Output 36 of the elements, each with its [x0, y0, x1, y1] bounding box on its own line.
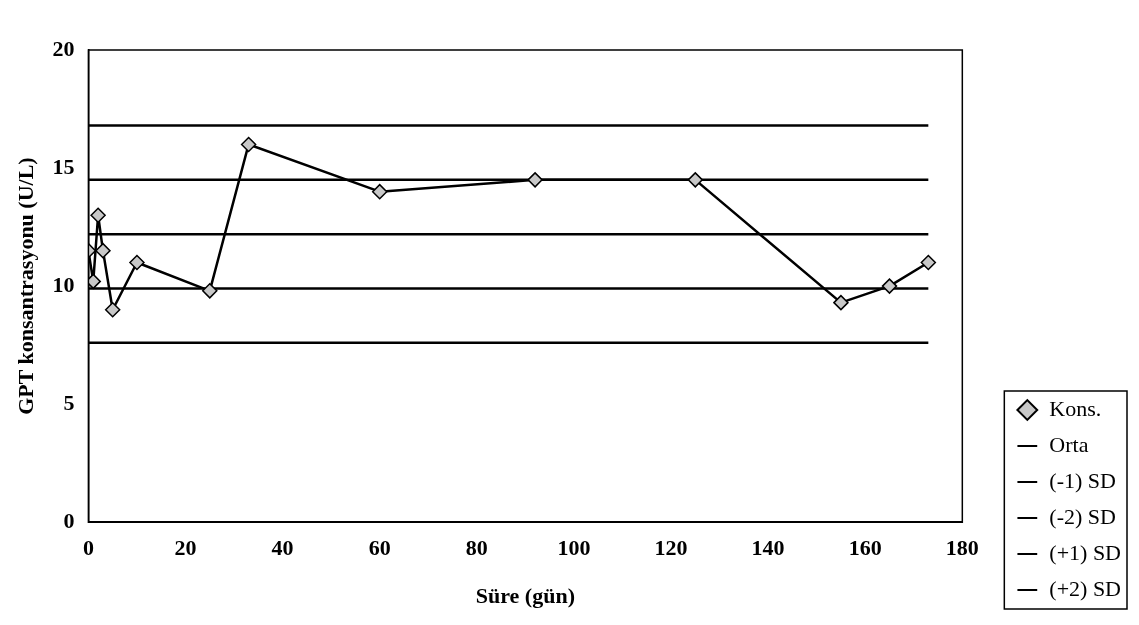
point: [240, 136, 257, 153]
x-tick-label: 180: [945, 535, 979, 561]
point: [687, 172, 704, 188]
y-tick-label: 20: [52, 35, 75, 61]
x-tick-label: 160: [848, 535, 882, 561]
point: [90, 207, 106, 224]
point: [202, 283, 218, 299]
legend-label: Kons.: [1049, 395, 1102, 421]
y-tick-label: 5: [63, 389, 75, 415]
legend-label: Orta: [1049, 431, 1089, 457]
x-tick-label: 140: [751, 535, 785, 561]
y-tick-label: 15: [52, 153, 75, 179]
legend-label: (+1) SD: [1049, 539, 1121, 565]
x-tick-label: 40: [271, 535, 294, 561]
point: [527, 172, 543, 188]
x-tick-label: 100: [557, 535, 591, 561]
y-tick-label: 10: [52, 271, 75, 297]
point: [833, 294, 849, 311]
point: [88, 273, 102, 290]
x-tick-label: 20: [174, 535, 197, 561]
legend-label: (-1) SD: [1049, 467, 1116, 493]
x-tick-label: 0: [82, 535, 94, 561]
x-tick-label: 120: [654, 535, 688, 561]
point: [920, 254, 937, 271]
point: [129, 254, 145, 271]
point: [95, 242, 111, 259]
point: [104, 301, 121, 318]
x-tick-label: 60: [368, 535, 391, 561]
legend-label: (-2) SD: [1049, 503, 1116, 529]
x-axis-title: Süre (gün): [475, 583, 575, 609]
y-axis-title: GPT konsantrasyonu (U/L): [12, 157, 38, 415]
point: [881, 278, 898, 294]
point: [371, 183, 388, 200]
legend-label: (+2) SD: [1049, 575, 1121, 601]
x-tick-label: 80: [465, 535, 488, 561]
y-tick-label: 0: [63, 507, 75, 533]
